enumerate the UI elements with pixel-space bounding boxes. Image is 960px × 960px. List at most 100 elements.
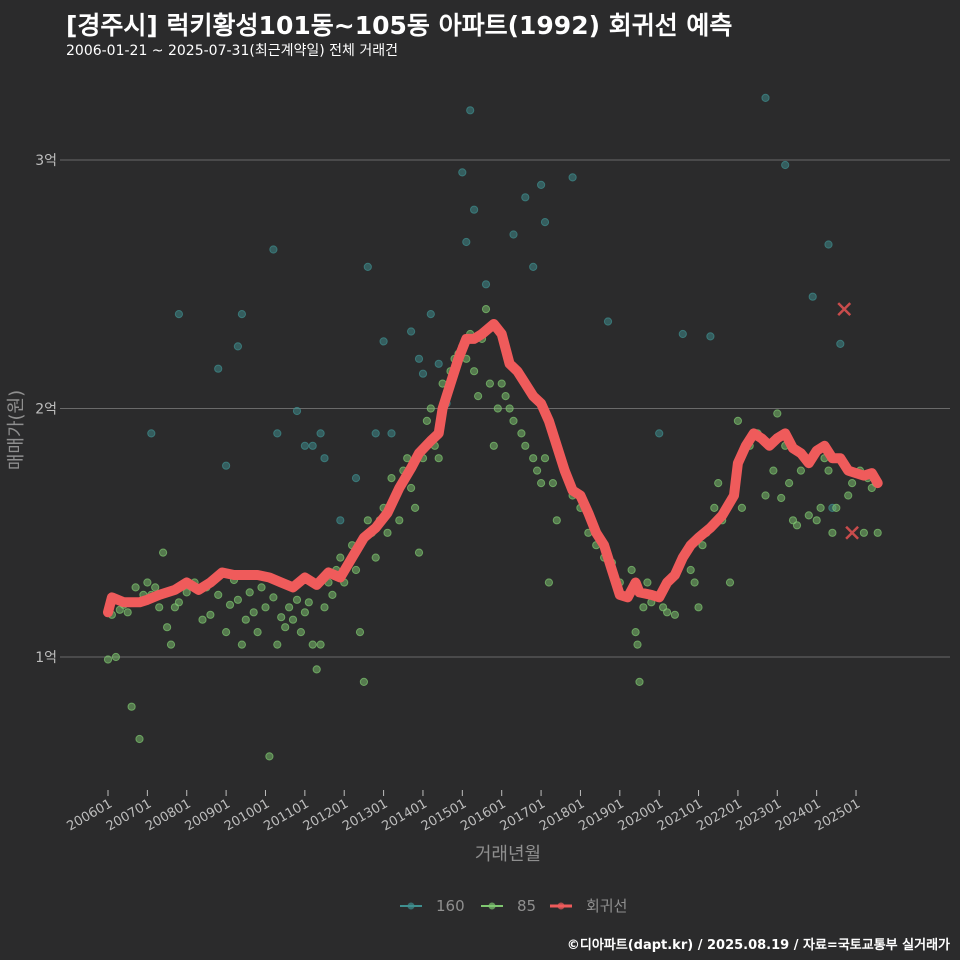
data-point <box>470 367 479 376</box>
data-point <box>434 454 443 463</box>
data-point <box>159 548 168 557</box>
data-point <box>537 479 546 488</box>
data-point <box>371 429 380 438</box>
data-point <box>761 93 770 103</box>
data-point <box>320 603 329 612</box>
data-point <box>678 329 687 339</box>
data-point <box>426 310 435 319</box>
data-point <box>261 603 270 612</box>
data-point <box>379 337 388 346</box>
data-point <box>698 541 707 550</box>
data-point <box>222 461 231 470</box>
legend-label: 회귀선 <box>586 897 627 915</box>
data-point <box>812 516 821 525</box>
data-point <box>245 588 254 597</box>
data-point <box>269 593 278 602</box>
data-point <box>824 240 833 249</box>
data-point <box>643 578 652 587</box>
data-point <box>792 521 802 530</box>
data-point <box>568 173 577 182</box>
data-point <box>633 640 642 649</box>
data-point <box>383 528 392 537</box>
data-point <box>462 237 471 247</box>
x-axis-label: 거래년월 <box>475 844 541 865</box>
data-point <box>635 677 644 687</box>
data-point <box>233 342 242 351</box>
data-point <box>241 615 250 624</box>
legend-label: 160 <box>436 897 465 915</box>
outlier-marker <box>845 525 859 540</box>
legend-label: 85 <box>517 897 536 915</box>
data-point <box>135 734 144 744</box>
data-point <box>418 369 428 378</box>
data-point <box>733 416 743 425</box>
data-point <box>371 553 380 562</box>
data-point <box>225 600 235 609</box>
data-point <box>552 516 561 525</box>
data-point <box>222 628 231 637</box>
data-point <box>466 106 475 115</box>
data-point <box>285 603 294 612</box>
y-axis-label: 매매가(원) <box>6 390 27 470</box>
legend-item-회귀선: 회귀선 <box>550 897 627 915</box>
data-point <box>328 590 337 600</box>
data-point <box>111 652 121 662</box>
data-point <box>387 474 396 483</box>
data-point <box>151 583 160 592</box>
legend-swatch-dot <box>407 902 415 910</box>
data-point <box>706 332 715 341</box>
data-point <box>434 359 443 368</box>
data-point <box>694 603 703 612</box>
data-point <box>761 491 770 500</box>
data-point <box>777 493 786 503</box>
data-point <box>836 339 845 348</box>
series-85 <box>103 305 882 761</box>
data-point <box>474 392 483 401</box>
data-point <box>714 479 723 488</box>
data-point <box>785 479 794 488</box>
data-point <box>411 503 420 512</box>
data-point <box>292 406 302 416</box>
data-point <box>281 623 290 632</box>
data-point <box>521 193 530 202</box>
data-point <box>517 429 526 438</box>
data-point <box>529 454 538 463</box>
data-point <box>273 429 282 438</box>
data-point <box>273 640 282 649</box>
data-point <box>214 364 223 373</box>
data-point <box>832 503 841 512</box>
data-point <box>387 429 396 438</box>
data-point <box>103 655 113 664</box>
data-point <box>206 610 215 619</box>
data-point <box>265 752 274 761</box>
data-point <box>312 665 321 674</box>
data-point <box>143 578 152 587</box>
source-credit: ©디아파트(dapt.kr) / 2025.08.19 / 자료=국토교통부 실… <box>566 938 950 953</box>
data-point <box>690 578 699 587</box>
data-point <box>237 640 246 649</box>
data-point <box>816 503 825 512</box>
data-point <box>497 379 506 388</box>
data-point <box>123 608 132 617</box>
data-point <box>198 615 207 624</box>
data-point <box>501 392 510 401</box>
regression-line <box>103 319 883 618</box>
data-point <box>603 317 613 326</box>
data-point <box>300 608 309 617</box>
y-tick-label: 2억 <box>35 402 57 418</box>
legend-item-85: 85 <box>481 897 536 915</box>
data-point <box>214 590 223 600</box>
data-point <box>627 565 636 575</box>
data-point <box>355 628 365 637</box>
data-point <box>351 565 361 575</box>
data-point <box>773 409 782 418</box>
data-point <box>848 479 857 488</box>
data-point <box>253 628 262 637</box>
legend-item-160: 160 <box>400 897 465 915</box>
data-point <box>540 218 550 227</box>
data-point <box>359 677 368 687</box>
data-point <box>521 441 530 450</box>
data-point <box>174 598 183 607</box>
data-point <box>233 595 242 604</box>
data-point <box>824 466 833 475</box>
